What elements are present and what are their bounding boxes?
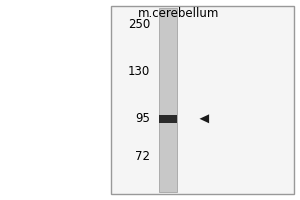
- Bar: [111, 6, 294, 194]
- Text: 72: 72: [135, 150, 150, 163]
- Text: m.cerebellum: m.cerebellum: [138, 7, 219, 20]
- Text: 250: 250: [128, 18, 150, 31]
- Text: 95: 95: [135, 112, 150, 125]
- Polygon shape: [200, 114, 209, 123]
- Text: 130: 130: [128, 65, 150, 78]
- Bar: [159, 115, 177, 123]
- Bar: [159, 8, 177, 192]
